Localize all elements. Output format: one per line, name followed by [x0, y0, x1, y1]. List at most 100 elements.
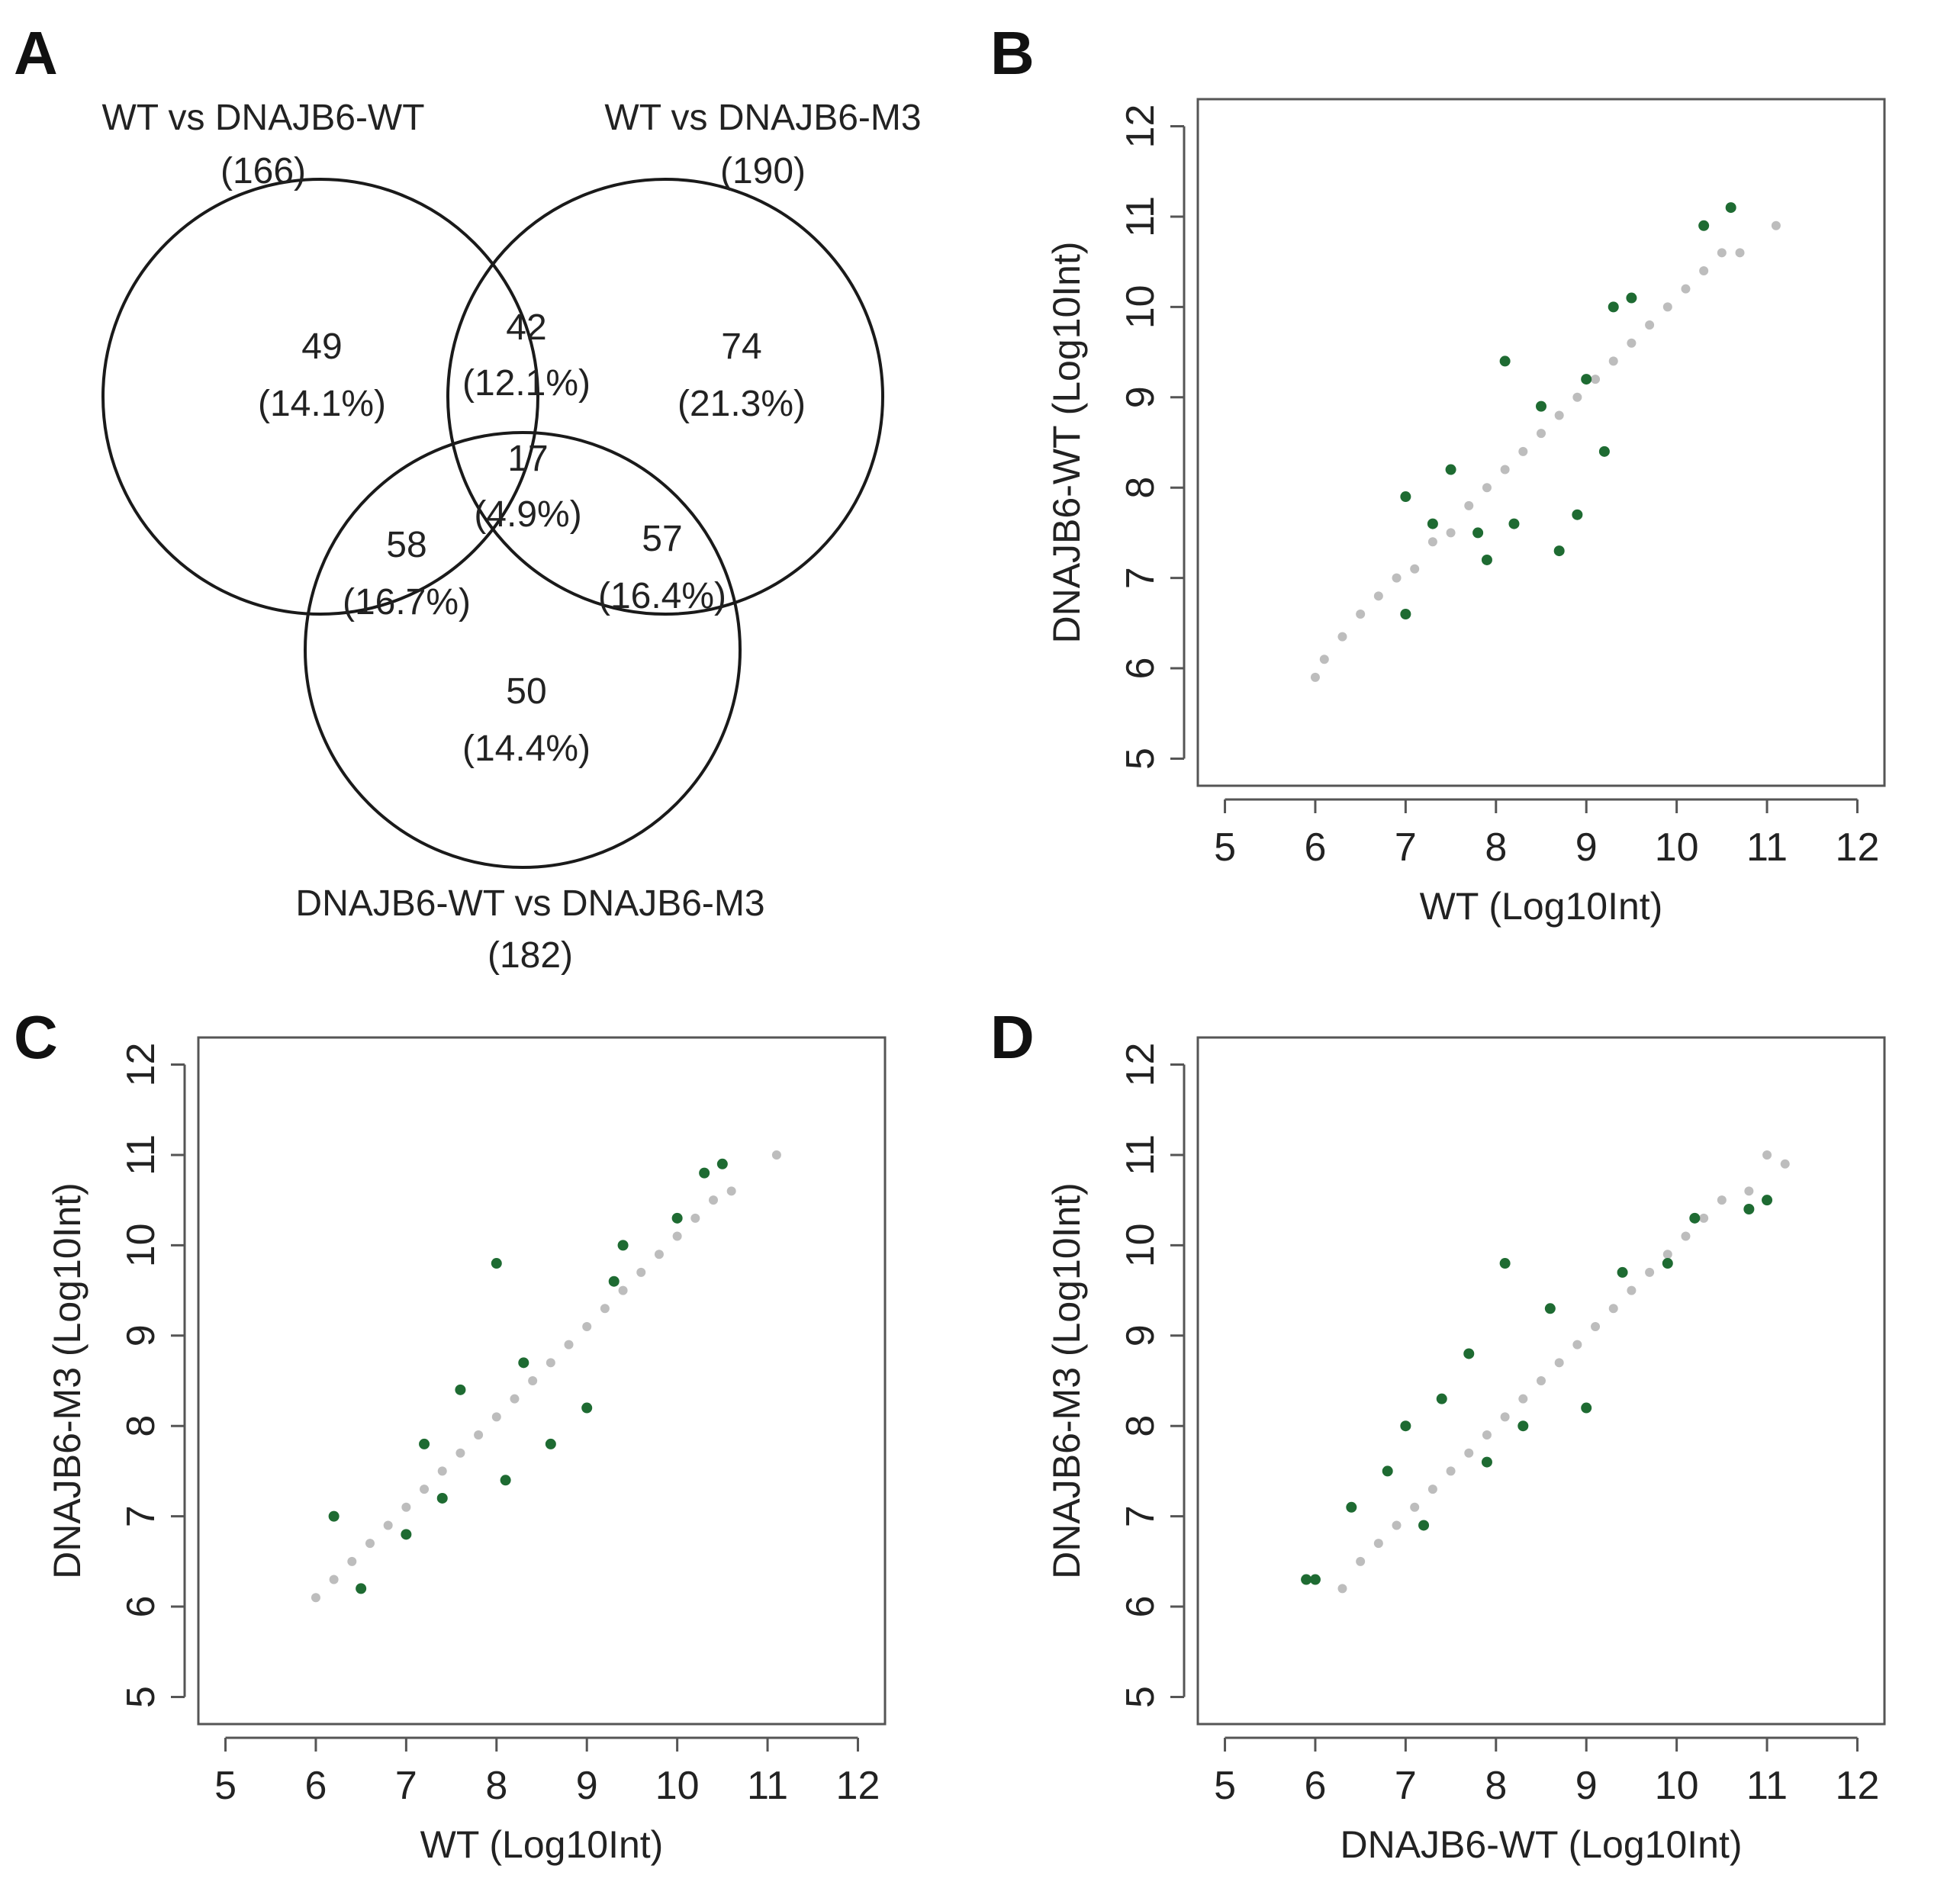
data-point	[1410, 564, 1420, 574]
data-point	[1517, 1420, 1529, 1432]
data-point	[716, 1158, 728, 1169]
data-point	[1554, 410, 1564, 420]
data-point	[1743, 1204, 1755, 1214]
x-tick-label: 6	[1304, 1764, 1326, 1808]
y-tick-label: 8	[119, 1415, 163, 1437]
data-point	[1627, 1285, 1637, 1295]
y-tick-label: 8	[1118, 1415, 1163, 1437]
x-tick-label: 11	[1746, 1764, 1788, 1808]
venn-set-count: (190)	[720, 151, 806, 191]
y-tick-label: 11	[119, 1134, 163, 1176]
x-tick-label: 10	[1655, 825, 1699, 870]
data-point	[1554, 1358, 1564, 1368]
data-point	[1544, 1303, 1556, 1314]
data-point	[1400, 1420, 1411, 1432]
data-point	[1553, 545, 1565, 557]
y-tick-label: 12	[1118, 105, 1163, 149]
y-tick-label: 9	[1118, 1324, 1163, 1346]
data-point	[1581, 374, 1592, 385]
y-axis-label: DNAJB6-WT (Log10Int)	[1045, 241, 1088, 643]
data-point	[654, 1250, 664, 1259]
data-point	[1482, 1430, 1492, 1440]
x-tick-label: 5	[1214, 1764, 1236, 1808]
data-point	[1499, 1258, 1511, 1269]
scatter-plot-d: 5 6 7 8 9 10 11 12 5 6 7 8 9 10 11 12 DNAJB6-WT (Log10In…	[1045, 1036, 1886, 1866]
data-point	[1481, 1456, 1492, 1468]
data-point	[1662, 302, 1672, 312]
plot-frame	[197, 1036, 887, 1726]
data-point	[600, 1304, 610, 1314]
y-tick-label: 7	[119, 1505, 163, 1527]
data-point	[1717, 1195, 1727, 1205]
data-point	[1427, 537, 1437, 547]
data-point	[518, 1357, 529, 1369]
data-point	[1645, 320, 1655, 330]
venn-region-value: 57	[642, 519, 682, 559]
data-point	[510, 1394, 520, 1404]
y-tick-label: 10	[1118, 285, 1163, 329]
x-tick-label: 6	[304, 1764, 327, 1808]
y-tick-label: 7	[1118, 1505, 1163, 1527]
y-tick-label: 6	[1118, 658, 1163, 680]
y-tick-label: 12	[119, 1043, 163, 1087]
y-tick-label: 11	[1118, 1134, 1163, 1176]
data-point	[546, 1358, 555, 1368]
y-tick-label: 7	[1118, 567, 1163, 589]
data-point	[1445, 464, 1456, 475]
data-point	[436, 1492, 448, 1504]
data-point	[1681, 284, 1691, 294]
venn-region-value: 17	[507, 439, 548, 479]
data-point	[1337, 1584, 1347, 1594]
x-tick-label: 11	[1746, 825, 1788, 870]
data-point	[1373, 591, 1383, 601]
data-point	[1346, 1501, 1357, 1513]
data-point	[709, 1195, 718, 1205]
data-point	[1537, 1376, 1546, 1385]
venn-circle-wt-vs-dnajb6-wt	[101, 178, 539, 616]
x-tick-label: 10	[655, 1764, 700, 1808]
data-point	[1735, 248, 1745, 258]
data-point	[1626, 292, 1637, 304]
x-tick-label: 8	[1485, 825, 1507, 870]
data-point	[1780, 1159, 1790, 1169]
data-point	[1762, 1195, 1773, 1206]
x-tick-label: 5	[1214, 825, 1236, 870]
data-point	[1725, 202, 1736, 214]
data-point	[491, 1258, 502, 1269]
venn-set-name: WT vs DNAJB6-M3	[604, 98, 921, 138]
series-significant	[328, 1158, 728, 1594]
x-tick-label: 7	[395, 1764, 417, 1808]
data-point	[1744, 1186, 1754, 1196]
venn-region-value: 49	[301, 327, 342, 367]
data-point	[1446, 1466, 1456, 1476]
venn-region-value: 42	[506, 307, 546, 348]
data-point	[1446, 528, 1456, 538]
data-point	[608, 1276, 620, 1287]
x-tick-label: 10	[1655, 1764, 1699, 1808]
venn-diagram: WT vs DNAJB6-WT (166) WT vs DNAJB6-M3 (1…	[101, 98, 922, 976]
data-point	[1627, 338, 1637, 348]
data-point	[401, 1529, 412, 1540]
data-point	[365, 1539, 375, 1549]
series-significant	[1301, 1195, 1773, 1585]
x-tick-label: 5	[214, 1764, 237, 1808]
data-point	[672, 1231, 682, 1241]
data-point	[455, 1448, 465, 1458]
panel-label-c: C	[14, 1003, 58, 1071]
data-point	[1508, 518, 1520, 529]
data-point	[1337, 632, 1347, 642]
data-point	[1662, 1258, 1673, 1269]
data-point	[1572, 1340, 1582, 1350]
data-point	[1699, 266, 1709, 275]
data-point	[1581, 1402, 1592, 1414]
y-tick-label: 6	[119, 1596, 163, 1618]
x-tick-label: 12	[1836, 1764, 1880, 1808]
data-point	[1482, 483, 1492, 493]
y-tick-label: 6	[1118, 1596, 1163, 1618]
x-tick-label: 6	[1304, 825, 1326, 870]
data-point	[1689, 1212, 1701, 1224]
data-point	[328, 1510, 340, 1522]
data-point	[311, 1593, 320, 1603]
data-point	[1356, 1556, 1366, 1566]
data-point	[356, 1583, 367, 1594]
